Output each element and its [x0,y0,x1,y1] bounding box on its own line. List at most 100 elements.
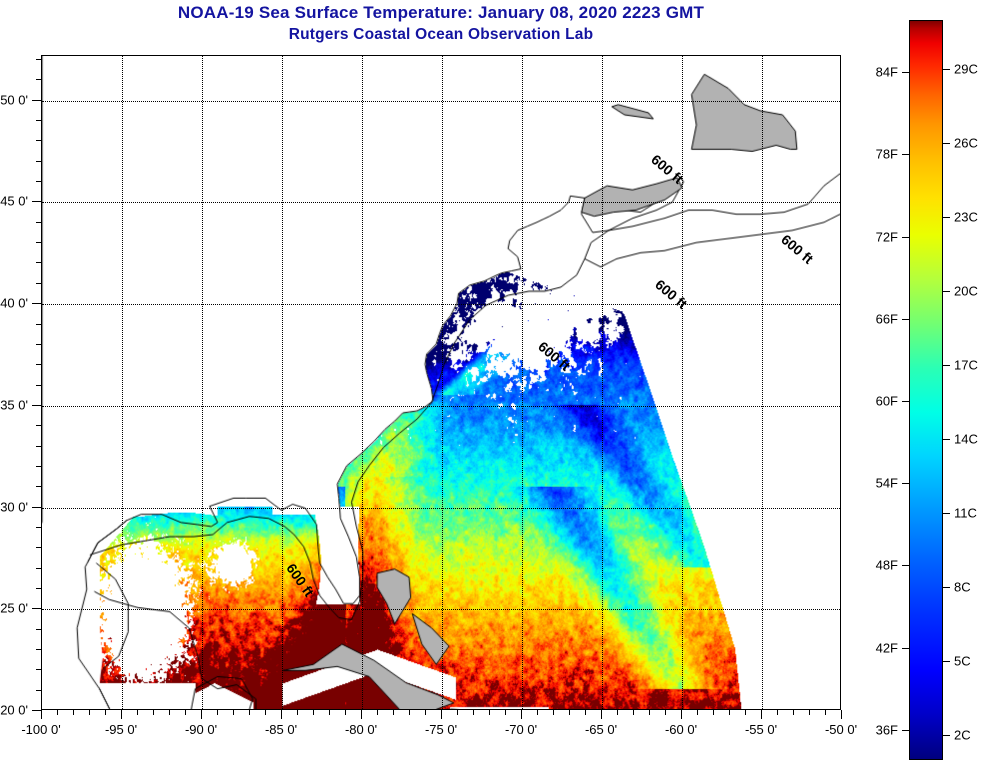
y-tick-minor [36,567,41,569]
y-tick-minor [36,628,41,630]
colorbar[interactable]: 84F 78F 72F 66F 60F 54F 48F 42F 36F 29C 26C 23C 20C 1… [876,20,978,760]
x-tick-minor [633,710,634,715]
map-plot-area[interactable]: 600 ft 600 ft 600 ft 600 ft 600 ft [41,55,841,710]
colorbar-label-celsius: 2C [954,727,971,743]
y-axis-label: 25 0' [0,600,28,616]
y-axis-label: 40 0' [0,295,28,311]
colorbar-tick-celsius [943,661,950,663]
colorbar-label-celsius: 29C [954,61,978,77]
y-tick-minor [36,526,41,528]
x-tick-major [201,710,202,719]
x-tick-minor [313,710,314,715]
page-title: NOAA-19 Sea Surface Temperature: January… [41,2,841,46]
sst-map-canvas[interactable] [42,56,840,709]
colorbar-label-fahrenheit: 84F [875,64,898,80]
x-tick-minor [105,710,106,715]
colorbar-label-celsius: 8C [954,579,971,595]
x-tick-minor [249,710,250,715]
x-tick-minor [393,710,394,715]
x-tick-minor [153,710,154,715]
colorbar-tick-fahrenheit [902,565,909,567]
colorbar-label-celsius: 11C [954,505,977,521]
y-axis-label: 35 0' [0,397,28,413]
x-axis-label: -95 0' [104,722,138,737]
x-axis-label: -65 0' [584,722,618,737]
y-tick-minor [36,59,41,61]
colorbar-label-celsius: 14C [954,431,978,447]
x-tick-minor [169,710,170,715]
colorbar-tick-celsius [943,587,950,589]
x-tick-minor [89,710,90,715]
y-tick-major [32,303,41,305]
x-tick-minor [489,710,490,715]
x-tick-major [681,710,682,719]
x-tick-major [41,710,42,719]
y-tick-minor [36,648,41,650]
y-tick-minor [36,669,41,671]
x-tick-minor [297,710,298,715]
y-tick-minor [36,384,41,386]
x-tick-minor [457,710,458,715]
x-tick-minor [73,710,74,715]
y-tick-minor [36,323,41,325]
x-tick-minor [585,710,586,715]
x-axis-label: -100 0' [21,722,61,737]
y-axis-label: 50 0' [0,92,28,108]
title-line-1: NOAA-19 Sea Surface Temperature: January… [177,3,705,22]
x-tick-minor [473,710,474,715]
y-tick-minor [36,343,41,345]
x-tick-minor [265,710,266,715]
colorbar-tick-celsius [943,735,950,737]
y-tick-minor [36,160,41,162]
colorbar-tick-celsius [943,291,950,293]
colorbar-label-celsius: 20C [954,283,978,299]
colorbar-tick-fahrenheit [902,154,909,156]
x-tick-major [761,710,762,719]
x-tick-minor [665,710,666,715]
colorbar-tick-fahrenheit [902,236,909,238]
colorbar-label-celsius: 5C [954,653,971,669]
colorbar-label-fahrenheit: 60F [875,393,898,409]
x-axis-label: -90 0' [184,722,218,737]
y-tick-major [32,506,41,508]
x-tick-minor [809,710,810,715]
x-axis-label: -70 0' [504,722,538,737]
x-tick-minor [793,710,794,715]
x-tick-major [441,710,442,719]
y-tick-major [32,710,41,711]
x-axis-label: -50 0' [824,722,858,737]
y-tick-minor [36,425,41,427]
x-tick-major [281,710,282,719]
x-tick-minor [777,710,778,715]
x-tick-minor [137,710,138,715]
y-tick-major [32,404,41,406]
colorbar-tick-fahrenheit [902,400,909,402]
colorbar-tick-fahrenheit [902,318,909,320]
colorbar-label-fahrenheit: 36F [875,722,898,738]
y-tick-minor [36,486,41,488]
x-tick-minor [537,710,538,715]
x-tick-major [521,710,522,719]
colorbar-label-fahrenheit: 48F [875,557,898,573]
y-tick-minor [36,79,41,81]
colorbar-tick-celsius [943,513,950,515]
x-tick-minor [217,710,218,715]
x-axis-label: -85 0' [264,722,298,737]
colorbar-tick-celsius [943,69,950,71]
colorbar-label-fahrenheit: 78F [875,146,898,162]
x-axis-label: -75 0' [424,722,458,737]
y-tick-minor [36,689,41,691]
y-tick-minor [36,181,41,183]
y-axis-label: 20 0' [0,702,28,718]
x-tick-minor [569,710,570,715]
x-tick-minor [377,710,378,715]
x-axis-label: -55 0' [744,722,778,737]
colorbar-label-celsius: 17C [954,357,978,373]
x-tick-major [841,710,842,719]
y-tick-minor [36,465,41,467]
x-tick-minor [185,710,186,715]
colorbar-tick-celsius [943,217,950,219]
colorbar-tick-fahrenheit [902,647,909,649]
x-tick-major [601,710,602,719]
x-tick-minor [617,710,618,715]
